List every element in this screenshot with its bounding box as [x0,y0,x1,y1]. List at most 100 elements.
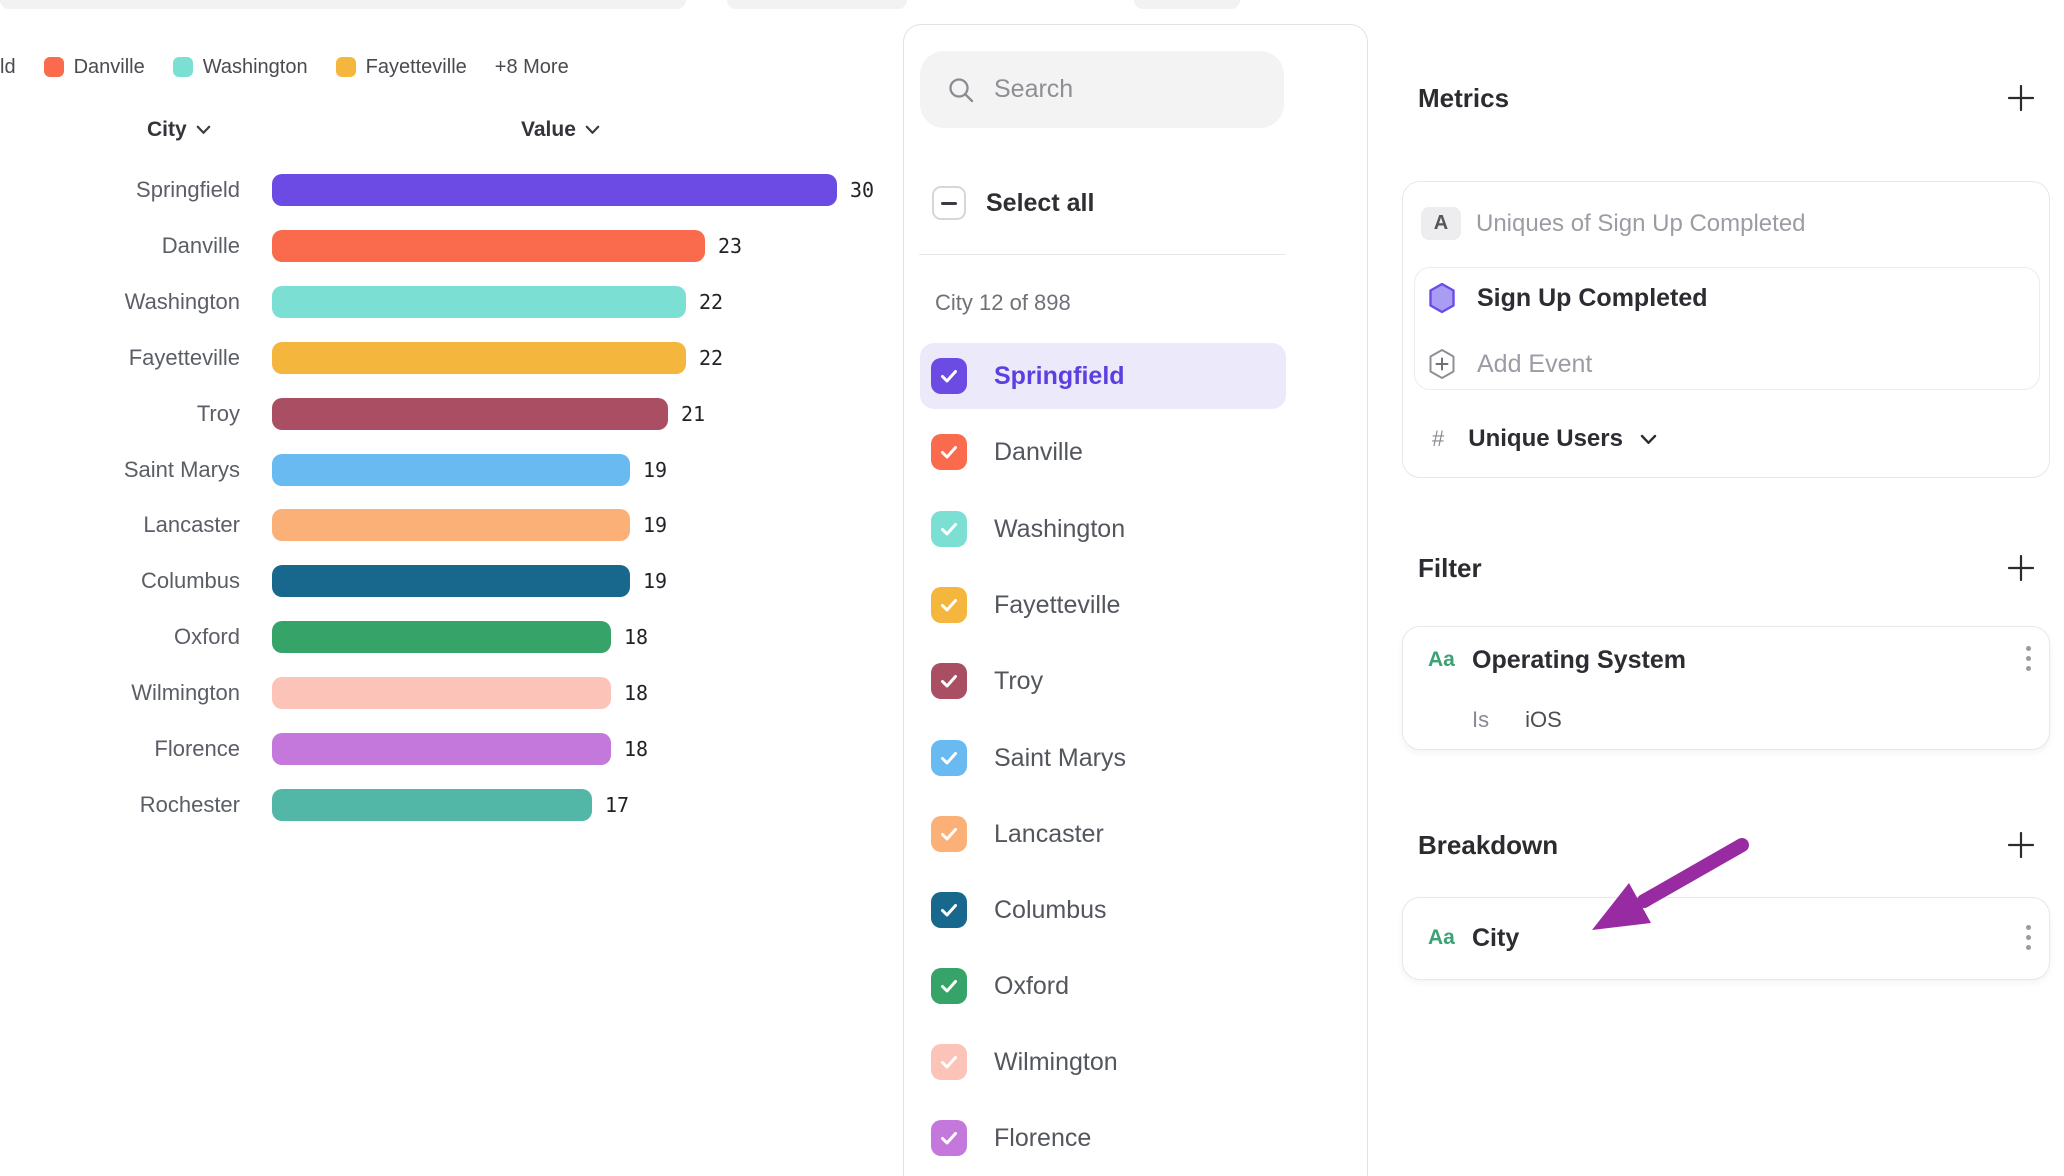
add-event-label: Add Event [1477,349,1593,378]
bar[interactable] [272,342,686,374]
city-label: Danville [994,437,1083,466]
city-list-item[interactable]: Florence [920,1105,1286,1171]
bar[interactable] [272,509,630,541]
check-icon [941,1056,957,1069]
bar[interactable] [272,230,705,262]
check-icon [941,675,957,688]
bar[interactable] [272,565,630,597]
filter-operator[interactable]: Is [1472,707,1490,732]
filter-property[interactable]: Operating System [1472,646,1686,674]
city-list-item[interactable]: Oxford [920,953,1286,1019]
event-name: Sign Up Completed [1477,283,1708,312]
select-all-row[interactable]: Select all [932,183,1094,223]
search-box[interactable] [920,51,1284,128]
bar[interactable] [272,789,592,821]
bar[interactable] [272,621,611,653]
legend-item[interactable]: Danville [43,56,145,79]
city-checkbox[interactable] [931,358,967,394]
city-count-label: City 12 of 898 [935,290,1071,315]
legend-item[interactable]: Washington [172,56,308,79]
city-checkbox[interactable] [931,663,967,699]
check-icon [941,599,957,612]
legend-item[interactable]: Fayetteville [335,55,467,79]
chevron-down-icon [196,125,210,134]
city-list-item[interactable]: Danville [920,419,1286,485]
filter-value[interactable]: iOS [1525,707,1562,732]
breakdown-card[interactable]: Aa City [1402,897,2050,980]
top-tab-sliver [1134,0,1240,9]
text-property-icon: Aa [1428,648,1455,671]
add-metric-button[interactable] [2005,82,2037,114]
city-checkbox[interactable] [931,968,967,1004]
add-filter-button[interactable] [2005,552,2037,584]
city-checkbox[interactable] [931,816,967,852]
breakdown-heading: Breakdown [1418,830,1559,860]
bar[interactable] [272,398,668,430]
bar[interactable] [272,677,611,709]
number-type-icon: # [1432,426,1445,451]
inspector-panel: Metrics A Uniques of Sign Up Completed S… [1368,0,2064,1176]
bar-value-label: 23 [718,234,743,258]
text-property-icon: Aa [1428,926,1455,949]
bar-value-label: 19 [643,458,668,482]
city-checkbox[interactable] [931,740,967,776]
city-label: Troy [994,666,1044,695]
bar-category-label: Columbus [140,568,240,593]
city-column-sort[interactable]: City [147,118,211,142]
chart-row: Springfield 30 [0,162,874,218]
bar[interactable] [272,733,611,765]
city-checkbox[interactable] [931,1120,967,1156]
aggregation-dropdown[interactable]: # Unique Users [1432,423,1657,455]
bar-value-label: 19 [643,513,668,537]
city-list-item[interactable]: Springfield [920,343,1286,409]
legend-item[interactable]: ld [0,56,16,79]
city-list-item[interactable]: Troy [920,648,1286,714]
search-input[interactable] [994,75,1244,104]
legend-item[interactable]: +8 More [495,56,569,79]
city-label: Saint Marys [994,743,1126,772]
city-checkbox[interactable] [931,511,967,547]
metric-summary-label[interactable]: Uniques of Sign Up Completed [1476,210,1806,237]
select-all-checkbox[interactable] [932,186,966,220]
bar[interactable] [272,454,630,486]
kebab-menu-icon[interactable] [2023,646,2033,671]
chart-legend: ld Danville Washington Fayetteville +8 More [0,52,569,82]
add-event-row[interactable]: Add Event [1428,347,1592,381]
metrics-heading: Metrics [1418,83,1510,113]
add-breakdown-button[interactable] [2005,829,2037,861]
legend-label: ld [0,55,16,78]
plus-icon [2007,831,2035,859]
city-label: Florence [994,1123,1092,1152]
event-row[interactable]: Sign Up Completed [1428,281,1708,315]
city-list-item[interactable]: Saint Marys [920,725,1286,791]
plus-icon [2007,554,2035,582]
city-label: Oxford [994,971,1070,1000]
city-list-item[interactable]: Fayetteville [920,572,1286,638]
chart-row: Washington 22 [0,274,723,330]
add-event-hexagon-icon [1429,349,1455,379]
metric-card: A Uniques of Sign Up Completed Sign Up C… [1402,181,2050,478]
chart-row: Fayetteville 22 [0,330,723,386]
search-icon [949,77,974,102]
kebab-menu-icon[interactable] [2023,925,2033,950]
legend-swatch-icon [172,57,193,77]
bar[interactable] [272,174,837,206]
city-list-item[interactable]: Wilmington [920,1029,1286,1095]
city-list-item[interactable]: Washington [920,496,1286,562]
bar-value-label: 18 [624,737,649,761]
check-icon [941,370,957,383]
bar-value-label: 18 [624,625,649,649]
bar-category-label: Springfield [136,177,240,202]
city-list-item[interactable]: Lancaster [920,801,1286,867]
bar-category-label: Troy [196,401,240,426]
city-checkbox[interactable] [931,892,967,928]
value-column-sort[interactable]: Value [521,118,600,142]
bar[interactable] [272,286,686,318]
filter-card[interactable]: Aa Operating System Is iOS [1402,626,2050,750]
legend-label: Fayetteville [365,55,467,78]
city-list-item[interactable]: Columbus [920,877,1286,943]
city-checkbox[interactable] [931,1044,967,1080]
city-checkbox[interactable] [931,587,967,623]
city-checkbox[interactable] [931,434,967,470]
breakdown-property[interactable]: City [1472,924,1520,952]
